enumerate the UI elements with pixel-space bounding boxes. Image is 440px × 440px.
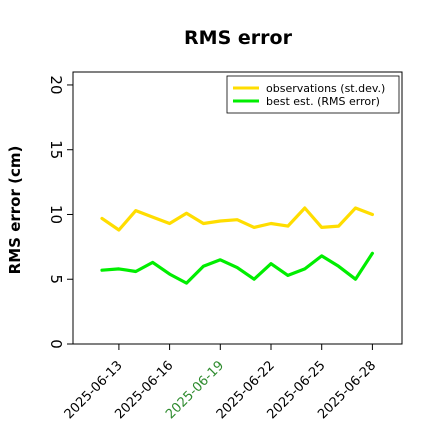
series-lines [100, 206, 374, 285]
plot-area [72, 71, 403, 345]
y-axis-label: RMS error (cm) [6, 146, 24, 275]
legend-label-observations: observations (st.dev.) [266, 82, 385, 95]
series-line-0 [100, 206, 374, 232]
y-axis: 0 5 10 15 20 [47, 75, 73, 349]
series-line-1 [100, 251, 374, 285]
legend: observations (st.dev.) best est. (RMS er… [226, 75, 400, 114]
legend-box [226, 75, 400, 114]
chart-title: RMS error [184, 27, 293, 49]
legend-label-best-estimate: best est. (RMS error) [266, 95, 380, 108]
y-tick-label: 0 [47, 339, 65, 349]
x-axis: 2025-06-132025-06-162025-06-192025-06-22… [62, 344, 379, 422]
y-tick-label: 15 [47, 140, 65, 159]
y-tick-label: 20 [47, 75, 65, 94]
y-tick-label: 5 [47, 274, 65, 284]
y-tick-label: 10 [47, 205, 65, 224]
